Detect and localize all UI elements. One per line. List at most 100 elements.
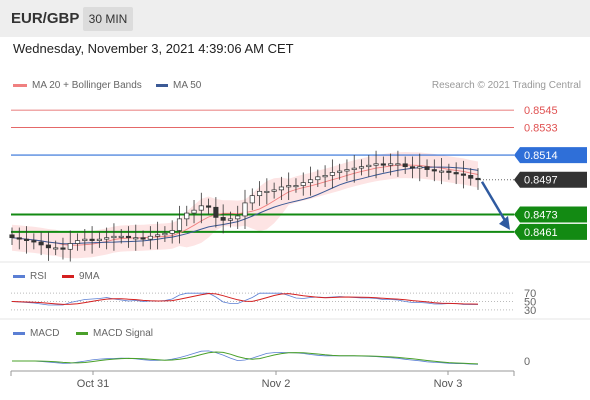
- x-tick-label: Oct 31: [77, 378, 109, 390]
- legend-rsi-ma-swatch: [62, 274, 74, 278]
- candle-body: [67, 243, 73, 250]
- candle-body: [74, 240, 81, 244]
- pair-title: EUR/GBP: [11, 10, 80, 27]
- candle-body: [468, 175, 474, 179]
- candle-body: [169, 230, 175, 234]
- legend-rsi-label: RSI: [30, 271, 47, 282]
- candle-body: [366, 164, 372, 168]
- macd-line: [12, 350, 479, 365]
- candle-body: [242, 202, 248, 217]
- legend-ma50: MA 50: [156, 80, 201, 91]
- candle-body: [475, 177, 481, 181]
- candle-body: [235, 215, 241, 220]
- level-tag-0.8497: [514, 171, 587, 188]
- candle-body: [337, 170, 343, 173]
- candle-body: [198, 205, 204, 211]
- legend-ma50-label: MA 50: [173, 80, 202, 91]
- copyright: Research © 2021 Trading Central: [431, 80, 581, 91]
- candle-body: [206, 205, 212, 208]
- candle-body: [358, 166, 365, 169]
- legend-macd: MACD: [13, 328, 59, 339]
- legend-rsi: RSI: [13, 271, 47, 282]
- candle-body: [315, 176, 321, 181]
- x-axis: Oct 31 Nov 2 Nov 3: [0, 261, 590, 390]
- candle-body: [453, 172, 459, 175]
- rsi-tick-70: 70: [524, 288, 536, 300]
- candle-body: [439, 170, 445, 173]
- candle-body: [82, 238, 88, 241]
- candle-body: [373, 163, 379, 166]
- candle-body: [388, 163, 394, 166]
- candle-body: [176, 218, 183, 231]
- rsi-line: [11, 292, 478, 306]
- candle-body: [431, 169, 437, 172]
- level-label-0.8497: 0.8497: [524, 175, 558, 187]
- candles: [9, 150, 481, 263]
- candle-body: [409, 166, 416, 169]
- candle-body: [307, 179, 314, 183]
- candle-body: [351, 167, 357, 170]
- candle-body: [271, 189, 277, 192]
- candle-body: [133, 237, 139, 240]
- date-text: Wednesday, November 3, 2021 4:39:06 AM C…: [13, 41, 294, 56]
- legend-macd-signal: MACD Signal: [76, 328, 153, 339]
- candle-body: [38, 241, 44, 246]
- arrow-head: [499, 215, 510, 230]
- candle-body: [184, 212, 190, 220]
- candle-body: [191, 209, 197, 214]
- level-label-0.8545: 0.8545: [524, 105, 558, 117]
- macd-signal-line: [12, 351, 479, 365]
- candle-body: [31, 240, 37, 243]
- candle-body: [16, 237, 22, 240]
- candle-body: [257, 190, 263, 197]
- candle-body: [264, 190, 270, 193]
- candle-body: [111, 235, 117, 239]
- candle-body: [155, 234, 161, 237]
- header-bar: EUR/GBP 30 MIN: [0, 0, 590, 37]
- candle-body: [402, 163, 408, 168]
- candle-body: [213, 206, 219, 218]
- level-lines: [11, 109, 514, 233]
- legend-rsi-ma-label: 9MA: [79, 271, 100, 282]
- candle-body: [380, 163, 386, 166]
- legend-bollinger-swatch: [13, 83, 27, 87]
- level-label-0.8533: 0.8533: [524, 123, 558, 135]
- candle-body: [96, 238, 102, 241]
- candle-body: [162, 233, 168, 236]
- candle-body: [329, 172, 335, 176]
- timeframe-button[interactable]: 30 MIN: [83, 7, 133, 31]
- legend-bollinger-label: MA 20 + Bollinger Bands: [32, 80, 142, 91]
- candle-body: [24, 238, 30, 241]
- candle-body: [344, 169, 350, 172]
- candle-body: [417, 166, 423, 169]
- level-labels: 0.8545 0.8533 0.8514 0.8497 0.8473 0.8461: [514, 105, 587, 240]
- candle-body: [140, 237, 146, 240]
- candle-body: [9, 234, 15, 239]
- candle-body: [286, 185, 292, 188]
- legend-macd-signal-swatch: [76, 331, 88, 335]
- level-label-0.8461: 0.8461: [524, 227, 558, 239]
- candle-body: [104, 237, 110, 240]
- rsi-ma-line: [11, 292, 479, 305]
- macd-panel: 0: [12, 350, 530, 368]
- arrow-shaft: [480, 181, 509, 225]
- candle-body: [424, 166, 430, 170]
- candle-body: [322, 175, 328, 178]
- candle-body: [446, 170, 452, 173]
- level-label-0.8514: 0.8514: [524, 150, 558, 162]
- candle-body: [60, 247, 66, 250]
- candle-body: [220, 217, 226, 221]
- legend-macd-swatch: [13, 331, 25, 335]
- candle-body: [395, 163, 401, 166]
- candle-body: [118, 235, 124, 238]
- forecast-arrow: [480, 181, 510, 230]
- macd-tick-0: 0: [524, 356, 530, 368]
- candle-body: [278, 186, 284, 191]
- legend-bollinger: MA 20 + Bollinger Bands: [13, 80, 142, 91]
- candle-body: [300, 182, 306, 186]
- level-tag-0.8473: [514, 206, 587, 223]
- candle-body: [147, 235, 153, 240]
- level-label-0.8473: 0.8473: [524, 210, 558, 222]
- candle-body: [460, 173, 466, 176]
